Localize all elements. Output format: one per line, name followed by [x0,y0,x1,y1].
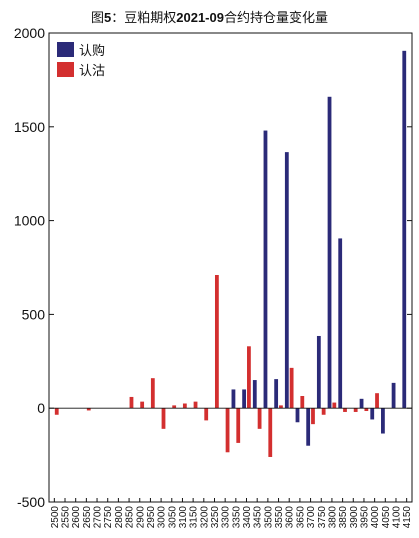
y-tick-label: 1500 [14,119,45,135]
x-tick-label: 2750 [103,506,114,529]
y-tick-label: 2000 [14,25,45,41]
bar-put-3850 [343,408,347,412]
bar-call-3700 [306,408,311,446]
bar-put-3500 [268,408,273,457]
x-tick-label: 3200 [199,506,210,529]
bar-put-2850 [129,396,134,409]
bar-call-3850 [338,238,343,409]
bar-call-3550 [274,379,279,409]
x-tick-label: 4150 [402,506,413,529]
plot-frame [48,32,413,503]
legend-label-put: 认沽 [79,64,105,79]
bar-put-3150 [193,401,198,409]
x-tick-label: 3550 [274,506,285,529]
bar-call-3600 [284,152,289,409]
x-tick-label: 3600 [285,506,296,529]
x-tick-label: 3950 [359,506,370,529]
x-tick-label: 2800 [114,506,125,529]
y-tick-label: 0 [37,400,45,416]
x-tick-label: 3650 [295,506,306,529]
bar-put-3950 [364,408,369,412]
bar-put-3800 [332,402,337,409]
x-tick-label: 2650 [82,506,93,529]
bar-put-3250 [214,275,219,409]
bar-put-3450 [257,408,262,429]
bars-layer [54,50,407,457]
bar-call-3750 [316,335,321,409]
x-tick-label: 2700 [93,506,104,529]
x-tick-label: 3100 [178,506,189,529]
x-tick-label: 3800 [327,506,338,529]
x-tick-label: 4000 [370,506,381,529]
x-tick-label: 2500 [50,506,61,529]
legend-label-call: 认购 [79,43,105,59]
x-tick-label: 2850 [125,506,136,529]
bar-call-4150 [402,50,407,409]
y-axis: -500 0 500 1000 1500 2000 [14,25,412,510]
x-tick-label: 3250 [210,506,221,529]
bar-call-3800 [327,96,332,409]
x-tick-label: 3050 [167,506,178,529]
bar-put-2650 [86,408,91,411]
bar-put-3650 [300,396,305,409]
bar-call-3950 [359,398,364,409]
x-tick-label: 2900 [135,506,146,529]
bar-put-3200 [204,408,209,421]
bar-put-3000 [161,408,166,429]
x-tick-label: 3850 [338,506,349,529]
x-axis: 2500 2550 2600 2650 2700 2750 2800 2850 2900 2950… [50,498,413,528]
x-tick-label: 3900 [349,506,360,529]
bar-put-2950 [150,378,155,409]
bar-call-4050 [381,408,385,434]
bar-put-3300 [225,408,230,453]
bar-call-3350 [231,389,236,409]
x-tick-label: 3000 [157,506,168,529]
x-tick-label: 3450 [253,506,264,529]
x-tick-label: 3500 [263,506,274,529]
x-tick-label: 4100 [391,506,402,529]
legend-swatch-put [57,62,74,77]
x-tick-label: 3350 [231,506,242,529]
bar-call-3500 [263,130,268,409]
bar-put-3750 [321,408,326,415]
bar-call-4000 [370,408,375,420]
x-tick-label: 3150 [189,506,200,529]
bar-call-3450 [252,380,257,409]
bar-put-3600 [289,367,294,409]
x-tick-label: 3300 [221,506,232,529]
chart-title: 图5：豆粕期权2021-09合约持仓量变化量 [91,10,328,26]
legend-swatch-call [57,42,74,57]
y-tick-label: 500 [22,306,46,322]
x-tick-label: 4050 [381,506,392,529]
bar-call-3400 [242,389,247,409]
bar-put-3100 [182,403,187,409]
bar-put-2900 [140,401,145,409]
x-tick-label: 3700 [306,506,317,529]
bar-put-2500 [54,408,59,415]
bar-call-3650 [295,408,300,423]
x-tick-label: 3400 [242,506,253,529]
x-tick-label: 2550 [61,506,72,529]
y-tick-label: -500 [17,494,45,510]
y-tick-label: 1000 [14,213,45,229]
x-tick-label: 3750 [317,506,328,529]
bar-put-3400 [247,346,251,409]
bar-put-3050 [172,405,177,409]
x-tick-label: 2600 [71,506,82,529]
bar-put-3550 [279,405,283,409]
bar-put-4000 [375,393,379,409]
bar-put-3700 [311,408,315,425]
x-tick-label: 2950 [146,506,157,529]
bar-put-3350 [236,408,241,443]
bar-put-3900 [353,408,358,412]
bar-call-4100 [391,382,396,409]
